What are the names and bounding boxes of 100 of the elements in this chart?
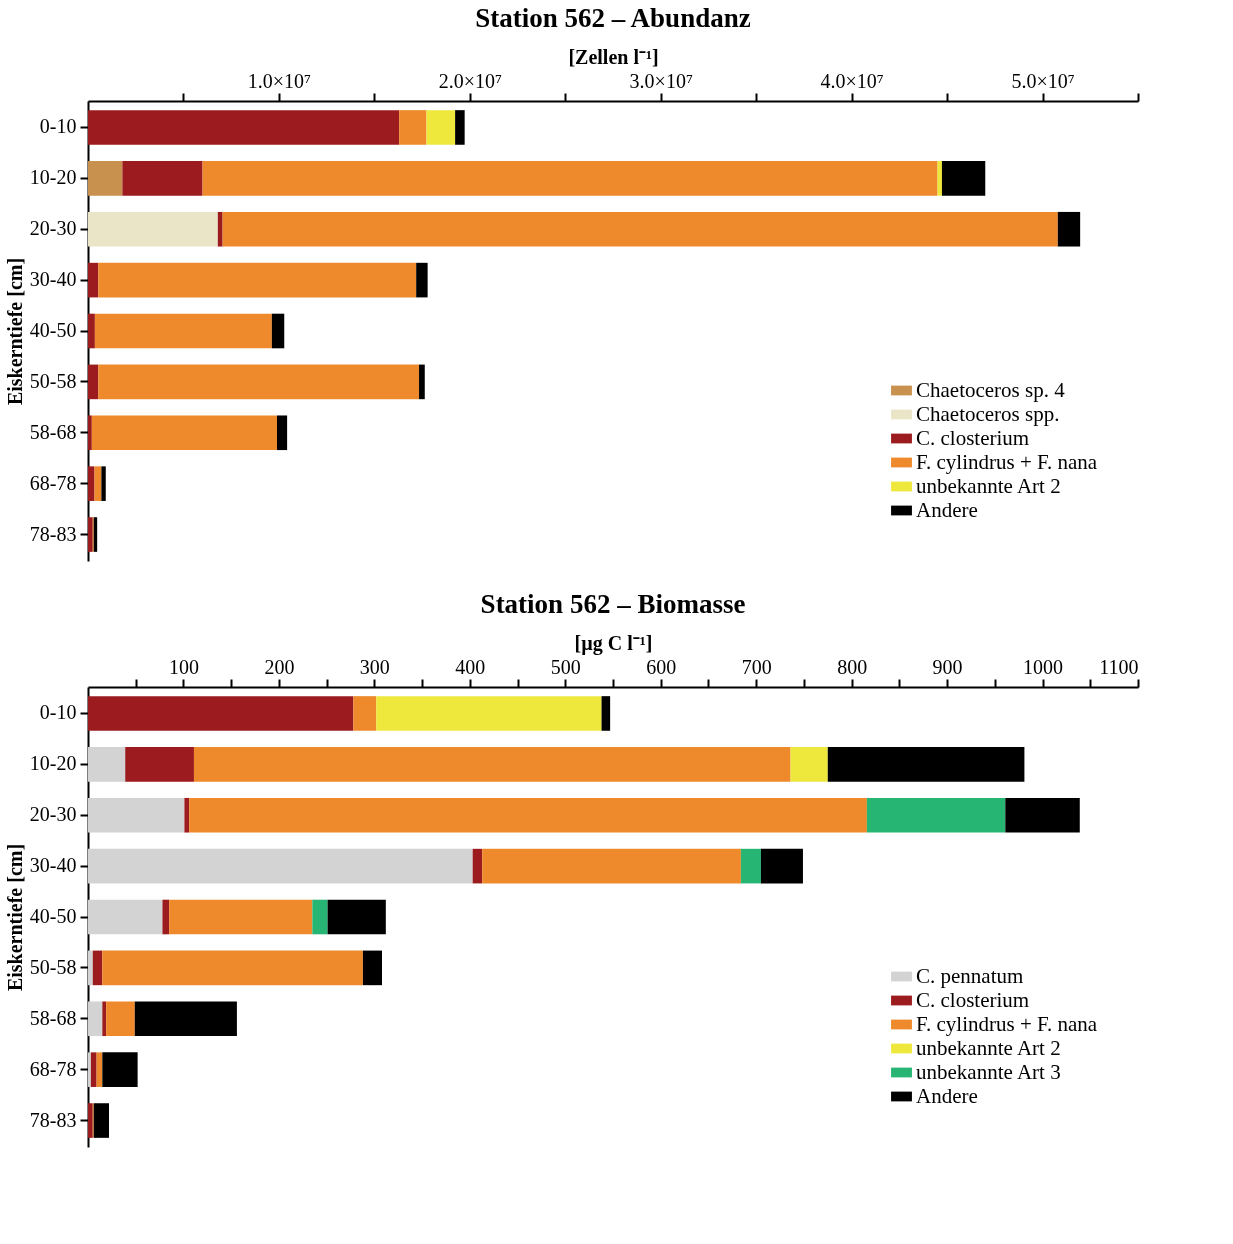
x-tick-label: 4.0×10⁷ — [820, 69, 884, 92]
bar — [419, 364, 425, 400]
bar — [88, 415, 92, 451]
y-tick-label: 20-30 — [29, 217, 77, 240]
bar — [217, 211, 223, 247]
legend-label: C. closterium — [916, 425, 1030, 450]
y-axis-title: Eiskerntiefe [cm] — [3, 257, 26, 406]
bar — [134, 1001, 237, 1037]
y-tick-label: 40-50 — [29, 905, 77, 927]
bar — [202, 161, 938, 196]
y-tick-label: 10-20 — [29, 166, 77, 189]
bar — [88, 517, 93, 552]
bar — [91, 415, 277, 451]
bar — [98, 262, 417, 298]
y-tick-label: 20-30 — [29, 803, 77, 826]
y-tick-label: 78-83 — [29, 1108, 77, 1131]
y-tick-label: 68-78 — [29, 1057, 77, 1080]
bar — [88, 466, 95, 501]
y-tick-label: 50-58 — [29, 955, 77, 978]
bar — [169, 899, 313, 935]
x-axis-title: [µg C l⁻¹] — [574, 631, 653, 655]
bar — [94, 313, 272, 349]
bar — [101, 466, 106, 501]
legend-label: Chaetoceros sp. 4 — [916, 377, 1066, 402]
bar — [740, 848, 761, 884]
x-tick-label: 700 — [741, 655, 772, 678]
legend-label: Chaetoceros spp. — [916, 401, 1060, 426]
bar — [88, 1103, 93, 1138]
legend-label: unbekannte Art 3 — [916, 1059, 1061, 1084]
x-tick-label: 5.0×10⁷ — [1011, 69, 1075, 92]
bar — [90, 1052, 97, 1087]
x-tick-label: 3.0×10⁷ — [629, 69, 693, 92]
bar — [162, 899, 170, 935]
y-tick-label: 30-40 — [29, 268, 77, 291]
y-tick-label: 68-78 — [29, 471, 77, 494]
legend-label: F. cylindrus + F. nana — [916, 449, 1098, 474]
y-tick-label: 58-68 — [29, 1006, 77, 1029]
bar — [94, 466, 102, 501]
bar — [277, 415, 288, 451]
y-axis-title: Eiskerntiefe [cm] — [3, 843, 26, 992]
y-tick-label: 40-50 — [29, 319, 77, 341]
legend-label: Andere — [916, 497, 978, 522]
chart-title: Station 562 – Biomasse — [480, 589, 746, 619]
x-tick-label: 500 — [550, 655, 581, 678]
bar — [193, 747, 791, 782]
bar — [327, 899, 386, 935]
x-tick-label: 100 — [168, 655, 199, 678]
legend-label: Andere — [916, 1083, 978, 1108]
bar — [1005, 797, 1080, 833]
bar — [353, 696, 377, 731]
bar — [426, 110, 456, 145]
bar — [790, 747, 828, 782]
bar — [455, 110, 465, 145]
x-tick-label: 400 — [455, 655, 486, 678]
bar — [362, 950, 382, 986]
bar — [106, 1001, 135, 1037]
bar — [760, 848, 803, 884]
bar — [88, 747, 126, 782]
x-tick-label: 1000 — [1023, 655, 1064, 678]
bar — [941, 161, 986, 196]
bar — [88, 161, 123, 196]
y-tick-label: 78-83 — [29, 522, 77, 545]
chart-title: Station 562 – Abundanz — [475, 3, 751, 33]
bar — [88, 899, 163, 935]
bar — [102, 1001, 107, 1037]
y-tick-label: 30-40 — [29, 854, 77, 877]
bar — [399, 110, 427, 145]
x-tick-label: 1.0×10⁷ — [247, 69, 312, 92]
x-axis-title: [Zellen l⁻¹] — [568, 45, 659, 68]
bar — [222, 211, 1058, 247]
bar — [1057, 211, 1081, 247]
bar — [937, 161, 942, 196]
bar — [88, 262, 99, 298]
bar — [93, 1103, 109, 1138]
bar — [122, 161, 203, 196]
bar — [102, 950, 363, 986]
bar — [102, 1052, 138, 1087]
bar — [482, 848, 741, 884]
bar — [271, 313, 285, 349]
bar — [88, 1052, 91, 1087]
y-tick-label: 0-10 — [39, 115, 77, 138]
x-tick-label: 600 — [646, 655, 677, 678]
bar — [92, 950, 103, 986]
legend-label: C. pennatum — [916, 963, 1024, 988]
bar — [88, 1001, 103, 1037]
y-tick-label: 50-58 — [29, 369, 77, 392]
legend-label: unbekannte Art 2 — [916, 473, 1061, 498]
bar — [125, 747, 194, 782]
y-tick-label: 0-10 — [39, 701, 77, 724]
y-tick-label: 58-68 — [29, 420, 77, 443]
legend-label: C. closterium — [916, 987, 1030, 1012]
legend-label: unbekannte Art 2 — [916, 1035, 1061, 1060]
x-tick-label: 300 — [359, 655, 390, 678]
x-tick-label: 900 — [932, 655, 963, 678]
x-tick-label: 2.0×10⁷ — [438, 69, 502, 92]
bar — [416, 262, 428, 298]
legend-label: F. cylindrus + F. nana — [916, 1011, 1098, 1036]
bar — [88, 364, 99, 400]
bar — [312, 899, 328, 935]
x-tick-label: 200 — [264, 655, 295, 678]
